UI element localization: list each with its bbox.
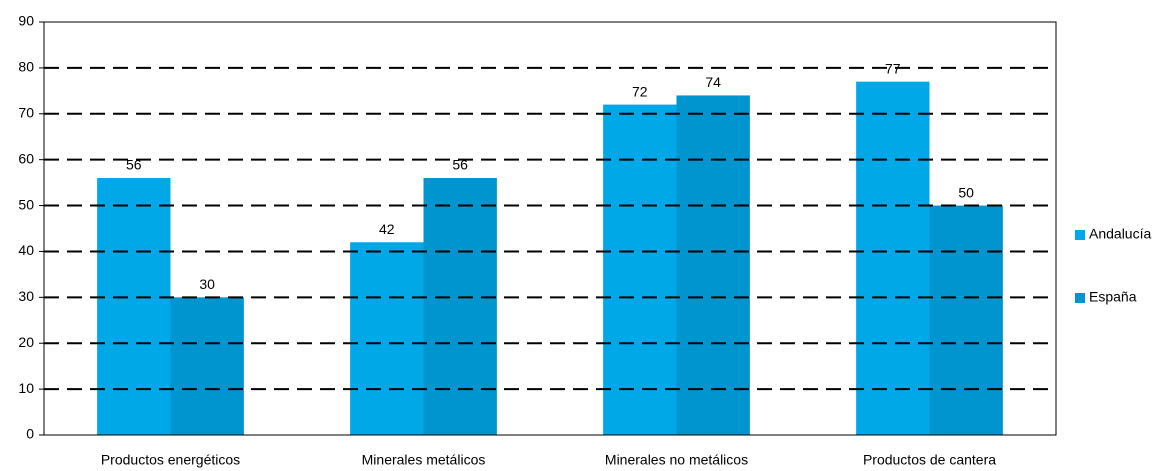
x-tick-label: Productos de cantera <box>863 452 996 468</box>
bar <box>929 205 1003 435</box>
bar <box>676 95 750 435</box>
x-tick-label: Minerales no metálicos <box>605 452 748 468</box>
y-tick-label: 60 <box>18 150 34 166</box>
y-tick-label: 80 <box>18 59 34 75</box>
y-tick-label: 70 <box>18 104 34 120</box>
x-tick-label: Productos energéticos <box>101 452 240 468</box>
data-label: 77 <box>885 60 901 76</box>
bar <box>856 81 930 436</box>
y-tick-label: 20 <box>18 334 34 350</box>
bar <box>350 242 424 435</box>
plot-border <box>43 21 1057 436</box>
bar <box>170 297 244 435</box>
y-tick-label: 30 <box>18 288 34 304</box>
bar <box>423 178 497 435</box>
bar <box>603 104 677 435</box>
data-label: 72 <box>632 83 648 99</box>
legend-label: España <box>1089 289 1137 305</box>
y-tick-label: 50 <box>18 196 34 212</box>
y-tick-label: 40 <box>18 242 34 258</box>
x-tick-label: Minerales metálicos <box>362 452 486 468</box>
y-tick-label: 90 <box>18 13 34 29</box>
y-tick-label: 10 <box>18 380 34 396</box>
data-label: 30 <box>199 276 215 292</box>
legend-marker <box>1075 230 1085 240</box>
data-label: 74 <box>705 74 721 90</box>
bar <box>97 178 171 435</box>
data-label: 56 <box>452 157 468 173</box>
data-label: 50 <box>958 184 974 200</box>
y-tick-label: 0 <box>26 426 34 442</box>
legend-marker <box>1075 293 1085 303</box>
legend-label: Andalucía <box>1089 226 1151 242</box>
data-label: 56 <box>126 157 142 173</box>
data-label: 42 <box>379 221 395 237</box>
